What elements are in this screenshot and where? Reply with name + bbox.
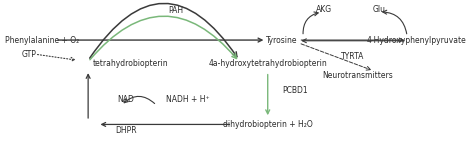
- Text: GTP: GTP: [22, 50, 37, 59]
- Text: dihydrobiopterin + H₂O: dihydrobiopterin + H₂O: [223, 120, 312, 129]
- Text: NADH + H⁺: NADH + H⁺: [165, 95, 209, 104]
- Text: DHPR: DHPR: [115, 126, 137, 135]
- Text: Phenylalanine + O₂: Phenylalanine + O₂: [5, 36, 80, 45]
- Text: NAD: NAD: [118, 95, 134, 104]
- Text: PCBD1: PCBD1: [282, 86, 308, 95]
- Text: tetrahydrobiopterin: tetrahydrobiopterin: [93, 59, 168, 68]
- Text: Neurotransmitters: Neurotransmitters: [322, 71, 393, 80]
- Text: PAH: PAH: [168, 6, 183, 15]
- Text: 4-Hydroxyphenylpyruvate: 4-Hydroxyphenylpyruvate: [366, 36, 466, 45]
- Text: TYRTA: TYRTA: [341, 52, 365, 61]
- Text: AKG: AKG: [316, 5, 332, 14]
- Text: Tyrosine: Tyrosine: [266, 36, 298, 45]
- Text: 4a-hydroxytetrahydrobiopterin: 4a-hydroxytetrahydrobiopterin: [209, 59, 327, 68]
- Text: Glu: Glu: [372, 5, 385, 14]
